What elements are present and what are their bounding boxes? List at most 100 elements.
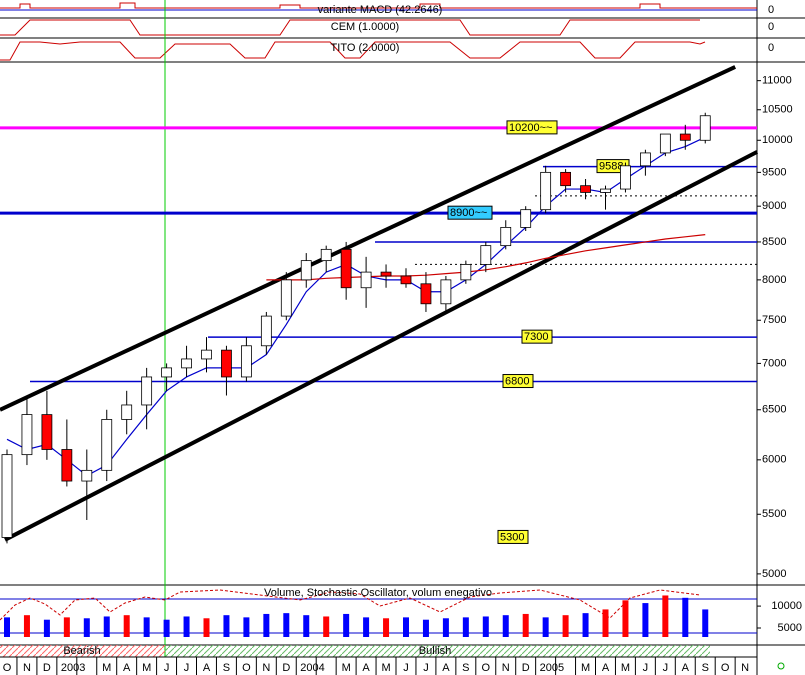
x-tick-label: S bbox=[462, 662, 469, 674]
x-tick-label: O bbox=[3, 662, 12, 674]
candle-body bbox=[61, 449, 73, 482]
volume-bar bbox=[363, 617, 370, 637]
volume-bar bbox=[422, 619, 429, 637]
y-tick-label: 9500 bbox=[762, 166, 786, 178]
volume-bar bbox=[83, 618, 90, 637]
volume-bar bbox=[183, 616, 190, 637]
volume-bar bbox=[123, 615, 130, 637]
volume-bar bbox=[63, 617, 70, 637]
volume-bar bbox=[43, 619, 50, 637]
volume-bar bbox=[502, 615, 509, 637]
volume-bar bbox=[303, 615, 310, 637]
candle-body bbox=[440, 279, 452, 305]
volume-bar bbox=[343, 613, 350, 637]
x-tick-label: O bbox=[721, 662, 730, 674]
level-label: 9588 bbox=[599, 161, 623, 173]
indicator-title: CEM (1.0000) bbox=[331, 21, 399, 33]
volume-bar bbox=[622, 600, 629, 637]
level-label: 10200~~ bbox=[509, 122, 552, 134]
x-tick-label: A bbox=[442, 662, 450, 674]
volume-bar bbox=[582, 613, 589, 637]
volume-bar bbox=[662, 595, 669, 637]
candle-body bbox=[221, 349, 232, 378]
candle-body bbox=[21, 414, 33, 456]
y-tick-label: 8500 bbox=[762, 236, 786, 248]
candle-body bbox=[480, 245, 492, 265]
volume-bar bbox=[562, 615, 569, 637]
cem-line bbox=[0, 19, 700, 36]
volume-bar bbox=[642, 603, 649, 637]
candle-body bbox=[320, 248, 332, 262]
tito-line bbox=[0, 41, 706, 61]
candle-body bbox=[41, 414, 53, 450]
x-tick-label: J bbox=[643, 662, 649, 674]
candle-body bbox=[560, 171, 571, 187]
level-label-box bbox=[502, 374, 534, 389]
volume-bar bbox=[4, 617, 10, 637]
volume-bar bbox=[522, 613, 529, 637]
candle-body bbox=[201, 349, 212, 360]
x-tick-label: O bbox=[242, 662, 251, 674]
x-tick-label: O bbox=[482, 662, 491, 674]
x-tick-label: N bbox=[502, 662, 510, 674]
volume-bar bbox=[462, 617, 469, 637]
y-tick-label: 5500 bbox=[762, 508, 786, 520]
level-label: 8900~~ bbox=[450, 207, 487, 219]
bullish-band bbox=[165, 645, 710, 657]
y-tick-label: 7500 bbox=[762, 314, 786, 326]
volume-bar bbox=[23, 615, 30, 637]
volume-bar bbox=[602, 609, 609, 637]
candle-body bbox=[580, 185, 591, 193]
x-tick-label: J bbox=[184, 662, 190, 674]
x-tick-label: 2005 bbox=[540, 662, 564, 674]
indicator-tick-label: 0 bbox=[768, 4, 774, 16]
indicator-title: variante MACD (42.2646) bbox=[318, 4, 443, 16]
y-tick-label: 10000 bbox=[762, 134, 793, 146]
volume-bar bbox=[442, 618, 449, 637]
candle-body bbox=[540, 171, 552, 211]
candle-body bbox=[141, 376, 153, 406]
volume-bar bbox=[223, 615, 230, 637]
candle-body bbox=[520, 209, 532, 228]
x-tick-label: M bbox=[102, 662, 111, 674]
y-tick-label: 6500 bbox=[762, 404, 786, 416]
x-tick-label: M bbox=[621, 662, 630, 674]
candle-body bbox=[101, 419, 113, 471]
level-label-box bbox=[521, 329, 553, 344]
candle-body bbox=[400, 275, 412, 285]
x-tick-label: M bbox=[142, 662, 151, 674]
y-tick-label: 5000 bbox=[762, 568, 786, 580]
candle-body bbox=[121, 404, 133, 420]
volume-bar bbox=[243, 617, 250, 637]
volume-bar bbox=[682, 597, 689, 637]
x-tick-label: N bbox=[262, 662, 270, 674]
level-label-box bbox=[497, 529, 529, 544]
volume-bar bbox=[163, 619, 170, 637]
candle-body bbox=[81, 469, 93, 482]
stochastic-line bbox=[0, 589, 701, 621]
candle-body bbox=[460, 264, 472, 281]
channel-line bbox=[4, 150, 759, 542]
status-icon bbox=[777, 662, 785, 670]
volume-bar bbox=[263, 613, 270, 637]
x-tick-label: J bbox=[423, 662, 429, 674]
channel-line bbox=[0, 65, 737, 412]
candle-body bbox=[600, 188, 611, 193]
y-tick-label: 10000 bbox=[771, 600, 802, 612]
x-tick-label: A bbox=[682, 662, 690, 674]
volume-title: Volume, Stochastic Oscillator, volum ene… bbox=[264, 587, 492, 599]
volume-bar bbox=[323, 616, 330, 637]
candle-body bbox=[340, 248, 352, 289]
x-tick-label: M bbox=[581, 662, 590, 674]
volume-bar bbox=[403, 617, 409, 637]
x-tick-label: 2004 bbox=[300, 662, 324, 674]
level-label: 5300 bbox=[500, 531, 524, 543]
volume-bar bbox=[143, 617, 150, 637]
indicator-tick-label: 0 bbox=[768, 42, 774, 54]
regime-label: Bearish bbox=[63, 645, 100, 657]
y-tick-label: 9000 bbox=[762, 200, 786, 212]
x-tick-label: A bbox=[362, 662, 370, 674]
volume-bar bbox=[702, 609, 709, 637]
x-tick-label: A bbox=[123, 662, 131, 674]
